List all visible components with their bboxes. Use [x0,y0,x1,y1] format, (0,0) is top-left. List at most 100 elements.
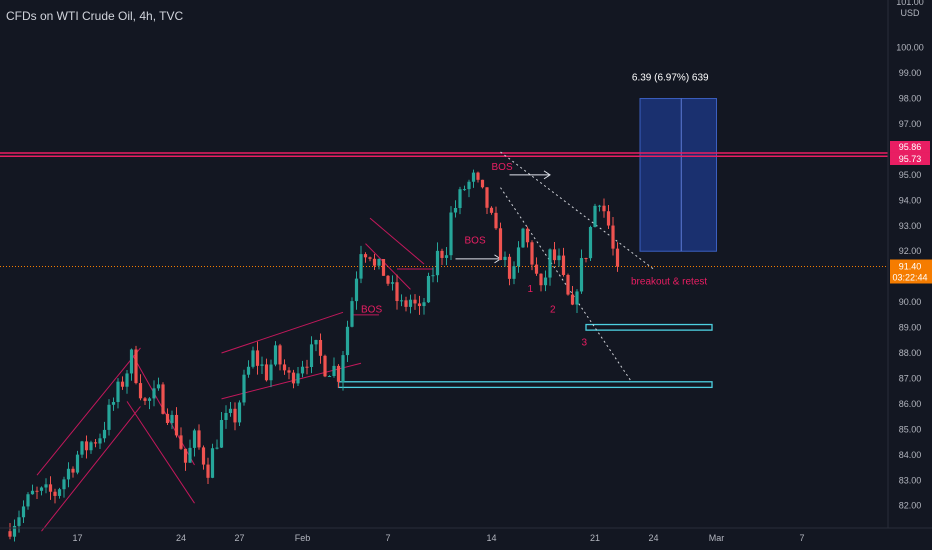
candle-body [296,373,300,384]
candle-body [575,291,579,305]
annotation-label-7: breakout & retest [631,276,707,287]
candle-body [21,506,26,518]
candle-body [174,414,179,436]
candle-body [111,402,116,405]
candle-body [134,349,138,384]
candle-body [264,364,269,381]
price-tick-label: 93.00 [899,221,922,231]
candle-body [84,441,89,451]
candle-body [129,349,134,374]
candle-body [102,429,107,439]
candle-body [408,299,413,307]
descending-channel-upper [500,151,654,270]
candle-body [332,365,336,377]
candle-body [39,487,44,491]
candle-body [336,365,341,382]
candle-body [381,259,386,276]
price-tick-label: 98.00 [899,94,922,104]
candle-body [512,266,516,279]
candle-body [197,430,201,448]
candle-body [534,264,539,274]
candle-body [548,249,552,278]
candle-body [566,274,570,295]
candle-body [143,398,147,401]
candle-body [530,242,534,265]
time-tick-label: Feb [295,533,311,543]
candle-body [350,301,354,327]
candle-body [138,383,143,399]
candle-body [152,388,156,399]
candle-body [62,479,66,490]
candle-body [120,381,125,387]
channel-4-upper [369,217,425,265]
candle-body [53,491,57,496]
price-tick-label: 87.00 [899,373,922,383]
candle-body [30,490,35,495]
channel-1-upper [36,347,141,476]
candle-body [219,419,224,448]
candle-body [8,531,12,537]
target-box [639,98,717,252]
candle-body [228,408,233,413]
candle-body [597,205,602,207]
candle-body [179,435,183,449]
candle-body [237,402,242,423]
candle-body [611,225,615,249]
candle-body [422,302,426,307]
candle-body [156,384,161,389]
resistance-badge-upper-text: 95.86 [899,142,922,152]
descending-channel-lower [500,187,632,382]
candle-body [399,300,404,302]
candle-body [89,442,93,451]
candle-body [242,374,246,403]
price-tick-label: 82.00 [899,501,922,511]
candle-body [215,447,219,449]
channel-3-upper [221,311,344,354]
price-tick-label: 90.00 [899,297,922,307]
candle-body [602,205,606,212]
candle-body [345,326,350,356]
candle-body [282,364,287,371]
candle-body [606,211,611,226]
candle-body [255,350,260,366]
candle-body [458,189,462,209]
candle-body [471,172,476,182]
time-tick-label: 24 [648,533,658,543]
candle-body [593,205,597,227]
candle-body [260,364,264,366]
bar-countdown: 03:22:44 [892,273,927,283]
candle-body [503,256,507,261]
support-zone-2 [585,323,713,331]
candle-body [116,381,120,403]
annotation-label-2: BOS [465,236,486,247]
candle-body [98,438,102,444]
candle-body [165,413,170,423]
candle-body [75,454,80,473]
resistance-badge-lower-text: 95.73 [899,154,922,164]
candle-body [413,299,417,304]
candle-body [525,228,530,243]
annotation-label-6: 3 [582,337,588,348]
candle-body [462,189,467,191]
resistance-badge-upper [890,140,930,153]
last-price-badge [890,259,932,284]
candle-body [188,447,192,463]
candle-body [588,226,593,259]
price-tick-label: 100.00 [896,43,924,53]
time-tick-label: 17 [72,533,82,543]
candle-body [287,370,291,373]
candle-body [300,366,305,374]
candle-body [201,447,206,465]
candle-body [323,355,327,377]
candle-body [449,212,453,256]
candle-body [93,442,98,444]
chart-title: CFDs on WTI Crude Oil, 4h, TVC [6,9,184,23]
candle-body [431,275,435,277]
candle-body [615,248,620,267]
price-tick-label: 92.00 [899,246,922,256]
price-tick-label: 85.00 [899,424,922,434]
time-tick-label: 14 [486,533,496,543]
annotation-label-3: BOS [492,162,513,173]
time-tick-label: Mar [709,533,725,543]
